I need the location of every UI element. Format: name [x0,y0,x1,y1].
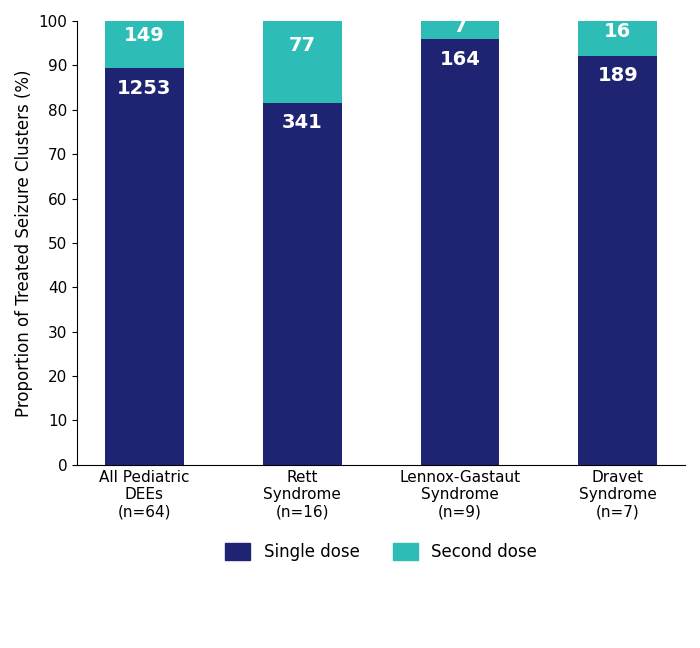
Legend: Single dose, Second dose: Single dose, Second dose [218,536,544,568]
Bar [262,103,342,465]
Text: 77: 77 [288,36,316,55]
Bar [262,21,342,103]
Y-axis label: Proportion of Treated Seizure Clusters (%): Proportion of Treated Seizure Clusters (… [15,69,33,417]
Text: 341: 341 [282,113,323,132]
Text: 7: 7 [454,17,467,36]
Bar [421,39,500,465]
Bar [578,56,657,465]
Text: 16: 16 [604,22,631,41]
Text: 164: 164 [440,50,480,69]
Bar [105,21,183,68]
Bar [105,68,183,465]
Text: 1253: 1253 [117,78,172,98]
Text: 149: 149 [124,26,164,45]
Bar [421,21,500,39]
Bar [578,21,657,56]
Text: 189: 189 [598,66,638,85]
